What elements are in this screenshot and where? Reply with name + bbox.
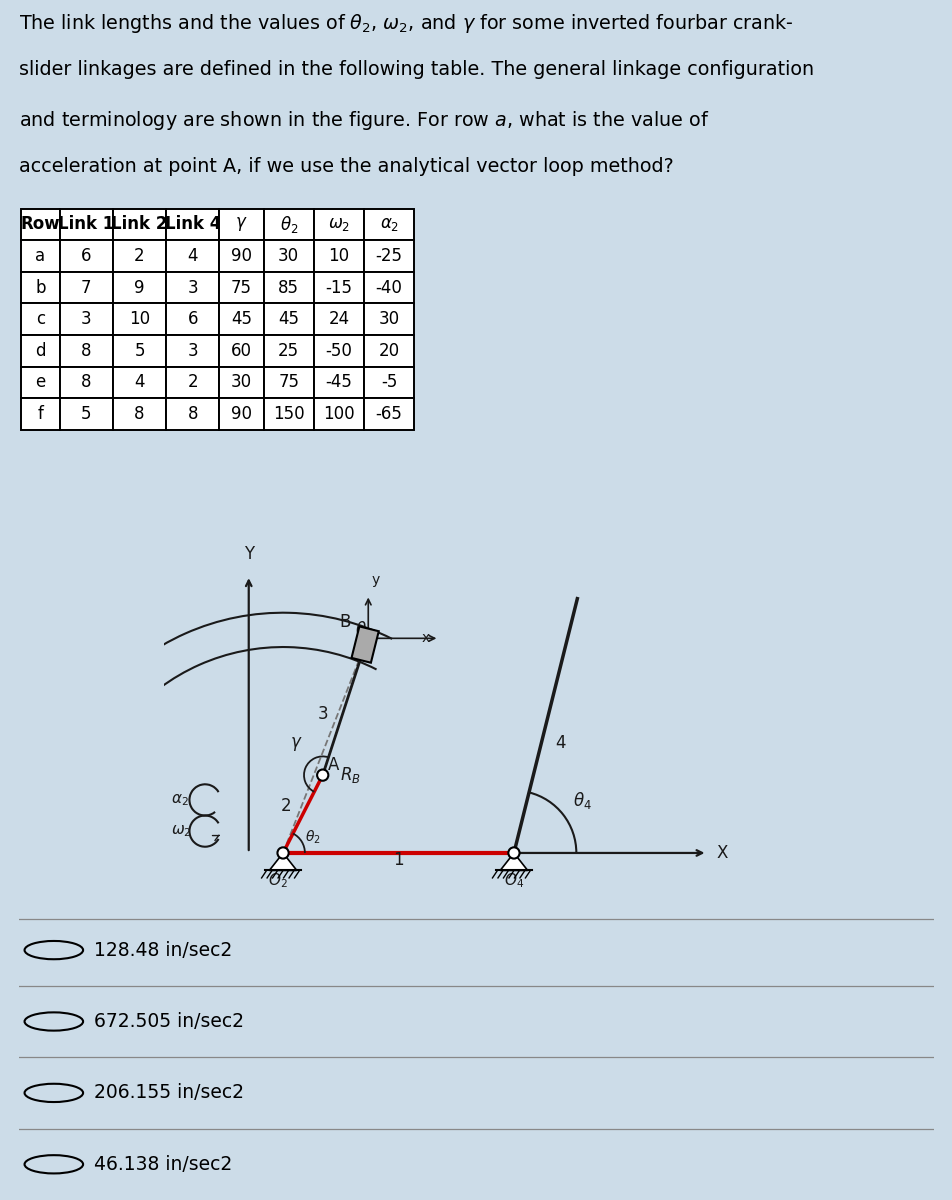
Text: 672.505 in/sec2: 672.505 in/sec2 (94, 1012, 244, 1031)
Polygon shape (269, 853, 296, 870)
Text: 206.155 in/sec2: 206.155 in/sec2 (94, 1084, 244, 1103)
Text: 3: 3 (317, 706, 328, 724)
Text: $O_2$: $O_2$ (268, 871, 288, 890)
Text: $\gamma$: $\gamma$ (290, 736, 303, 754)
Text: 1: 1 (393, 852, 404, 870)
Text: 4: 4 (554, 733, 565, 751)
Circle shape (507, 847, 519, 858)
Text: B: B (339, 613, 350, 631)
Text: The link lengths and the values of $\theta_2$, $\omega_2$, and $\gamma$ for some: The link lengths and the values of $\the… (19, 12, 792, 35)
Text: $\theta_3$: $\theta_3$ (354, 618, 373, 640)
Text: 128.48 in/sec2: 128.48 in/sec2 (94, 941, 232, 960)
Text: y: y (371, 574, 379, 587)
Circle shape (277, 847, 288, 858)
Text: acceleration at point A, if we use the analytical vector loop method?: acceleration at point A, if we use the a… (19, 157, 673, 176)
Text: $\omega_2$: $\omega_2$ (170, 823, 191, 839)
Text: and terminology are shown in the figure. For row $a$, what is the value of: and terminology are shown in the figure.… (19, 109, 709, 132)
Text: slider linkages are defined in the following table. The general linkage configur: slider linkages are defined in the follo… (19, 60, 813, 79)
Text: 46.138 in/sec2: 46.138 in/sec2 (94, 1154, 232, 1174)
Text: $O_4$: $O_4$ (504, 871, 524, 890)
Circle shape (317, 769, 328, 781)
Text: $\theta_4$: $\theta_4$ (572, 790, 591, 811)
Text: $\theta_2$: $\theta_2$ (305, 829, 320, 846)
Polygon shape (500, 853, 527, 870)
Text: A: A (327, 756, 339, 774)
Text: Y: Y (244, 545, 253, 563)
Text: $R_B$: $R_B$ (339, 764, 360, 785)
Text: $\alpha_2$: $\alpha_2$ (170, 792, 188, 808)
Text: X: X (716, 844, 727, 862)
Polygon shape (351, 626, 378, 662)
Text: 2: 2 (281, 797, 291, 815)
Text: x: x (421, 631, 429, 646)
